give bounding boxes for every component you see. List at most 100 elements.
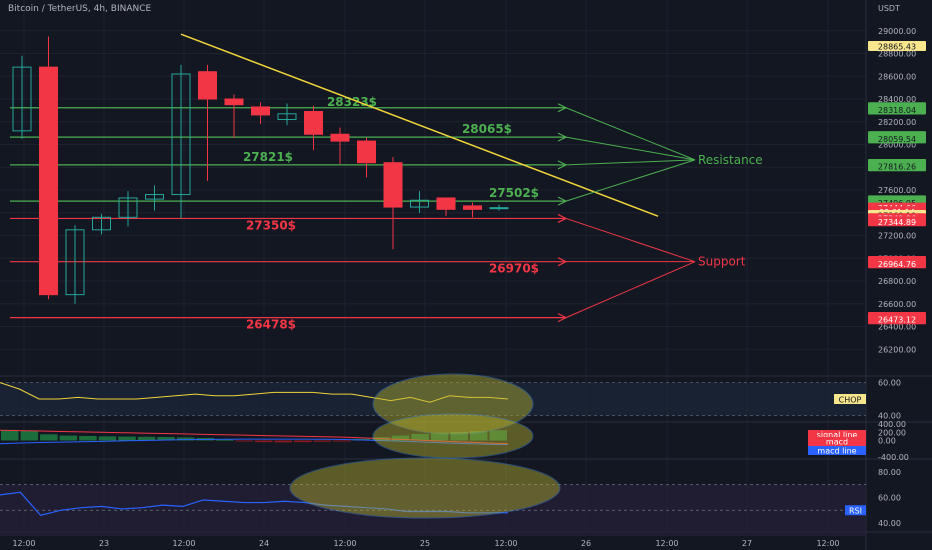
level-support[interactable]: 26970$: [10, 257, 568, 276]
price-label-text: 28059.54: [878, 135, 916, 144]
macd-bar[interactable]: [79, 435, 97, 441]
level-label: 27502$: [489, 186, 539, 200]
chop-tick-label: 60.00: [878, 379, 901, 388]
candle[interactable]: [410, 191, 429, 213]
macd-bar[interactable]: [118, 436, 136, 441]
time-tick-label: 27: [742, 539, 752, 548]
candle[interactable]: [277, 103, 297, 126]
price-label: 26964.76: [868, 258, 926, 269]
candle[interactable]: [198, 64, 217, 181]
trendline-line[interactable]: [180, 33, 659, 217]
price-tick-label: 26400.00: [878, 323, 916, 332]
macd-bar[interactable]: [157, 437, 175, 441]
price-label-text: 26473.12: [878, 316, 916, 325]
macd-bar[interactable]: [98, 436, 117, 441]
annotations[interactable]: Resistance Support: [565, 107, 763, 319]
macd-bar[interactable]: [430, 432, 449, 441]
candle[interactable]: [39, 36, 58, 300]
price-axis[interactable]: 26200.0026400.0026600.0026800.0027000.00…: [878, 27, 916, 355]
signal-line[interactable]: [0, 429, 509, 445]
price-label-bg: [868, 41, 926, 52]
macd-bar[interactable]: [20, 431, 39, 441]
level-resistance[interactable]: 28323$: [10, 95, 568, 113]
macd-bar[interactable]: [255, 440, 273, 443]
arrowhead: [557, 313, 568, 323]
candle[interactable]: [65, 225, 85, 304]
resistance-annotation[interactable]: Resistance: [698, 153, 763, 167]
callout-line: [565, 217, 696, 263]
candle-body: [436, 197, 456, 210]
macd-bar[interactable]: [176, 437, 195, 441]
macd-bar[interactable]: [333, 440, 351, 442]
support-annotation[interactable]: Support: [698, 255, 746, 269]
callout-line: [565, 159, 696, 202]
candle[interactable]: [489, 204, 509, 211]
macd-bar[interactable]: [1, 430, 19, 441]
candle-body: [304, 111, 323, 135]
candle[interactable]: [357, 137, 376, 178]
macd-badge: macd: [826, 438, 848, 447]
price-tick-label: 28200.00: [878, 118, 916, 127]
time-axis[interactable]: 12:00 23 12:00 24 12:00 25 12:00 26 12:00 27 12:00: [12, 539, 839, 548]
macd-bar[interactable]: [215, 439, 234, 441]
rsi-line[interactable]: [0, 491, 508, 517]
macd-bar[interactable]: [40, 434, 58, 441]
level-support[interactable]: 26478$: [10, 313, 568, 332]
candle[interactable]: [304, 105, 323, 151]
symbol-title[interactable]: Bitcoin / TetherUS, 4h, BINANCE: [8, 4, 152, 14]
candle-body: [12, 66, 32, 132]
macd-bar[interactable]: [59, 435, 78, 441]
highlight-circle: [289, 457, 561, 519]
level-label: 27350$: [246, 218, 296, 232]
macd-bar[interactable]: [469, 431, 488, 441]
candle[interactable]: [463, 202, 482, 218]
candle[interactable]: [12, 55, 32, 139]
candle[interactable]: [92, 213, 111, 235]
macd-bar[interactable]: [450, 431, 468, 441]
macd-bar[interactable]: [274, 440, 293, 443]
price-tick-label: 28800.00: [878, 50, 916, 59]
currency-unit: USDT: [878, 4, 900, 13]
price-tick-label: 28600.00: [878, 72, 916, 81]
price-tick-label: 29000.00: [878, 27, 916, 36]
macd-bar[interactable]: [411, 433, 429, 441]
chop-band: [0, 382, 866, 416]
price-label-text: 26964.76: [878, 260, 916, 269]
macd-bar[interactable]: [137, 436, 156, 441]
macd-bar[interactable]: [235, 440, 253, 442]
candle-body: [251, 106, 270, 116]
time-tick-label: 12:00: [494, 539, 517, 548]
chop-line[interactable]: [0, 382, 509, 403]
macd-bar[interactable]: [294, 440, 312, 443]
time-tick-label: 12:00: [12, 539, 35, 548]
candle-body: [39, 66, 58, 296]
candle[interactable]: [383, 157, 403, 250]
candle[interactable]: [436, 197, 456, 217]
candle-body: [277, 113, 297, 120]
candle[interactable]: [330, 127, 350, 164]
macd-tick-label: 200.00: [878, 428, 906, 437]
macd-bar[interactable]: [313, 440, 332, 442]
price-levels[interactable]: 28323$ 28065$ 27821$ 27502$ 27350$ 26970$ 2647…: [10, 95, 568, 332]
price-tick-label: 26200.00: [878, 345, 916, 354]
candlesticks[interactable]: [12, 36, 509, 304]
macd-bar[interactable]: [391, 435, 410, 441]
level-resistance[interactable]: 28065$: [10, 122, 568, 142]
level-resistance[interactable]: 27502$: [10, 186, 568, 206]
macd-bar[interactable]: [489, 430, 507, 441]
trendline[interactable]: [180, 33, 659, 217]
chop-badge-bg: [834, 394, 866, 404]
macd-tick-label: 400.00: [878, 420, 906, 429]
candle[interactable]: [251, 102, 270, 125]
callout-line: [565, 261, 696, 319]
price-label: 26473.12: [868, 314, 926, 325]
candle[interactable]: [145, 185, 164, 211]
candle[interactable]: [224, 94, 244, 138]
candle[interactable]: [118, 191, 138, 227]
macd-line[interactable]: [0, 438, 509, 446]
level-resistance[interactable]: 27821$: [10, 150, 568, 170]
candle[interactable]: [171, 64, 191, 219]
rsi-tick-label: 40.00: [878, 519, 901, 528]
price-label-bg: [868, 216, 926, 227]
